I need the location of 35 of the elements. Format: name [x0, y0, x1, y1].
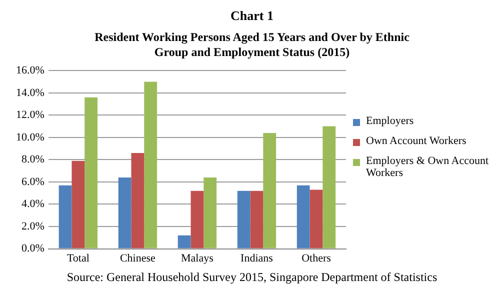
bar: [296, 185, 310, 248]
y-tick-label: 12.0%: [16, 109, 44, 122]
bar: [310, 190, 323, 248]
chart-subtitle: Resident Working Persons Aged 15 Years and Over by Ethnic Group and Employment Status (2015): [94, 30, 410, 60]
bar: [178, 235, 191, 248]
bar: [190, 190, 204, 248]
legend-label: Employers: [366, 115, 414, 127]
bar: [131, 153, 144, 248]
y-tick-label: 14.0%: [16, 86, 44, 99]
bar: [263, 132, 276, 248]
y-tick-label: 2.0%: [21, 220, 44, 232]
bar: [144, 82, 158, 248]
bar: [72, 160, 85, 248]
x-tick-label: Indians: [240, 252, 273, 264]
y-tick-label: 16.0%: [16, 64, 44, 76]
x-tick-label: Total: [66, 252, 90, 264]
y-tick-label: 6.0%: [21, 176, 44, 188]
bar: [322, 126, 336, 248]
y-tick-label: 8.0%: [21, 154, 44, 166]
x-tick-label: Malays: [181, 252, 214, 264]
y-tick-label: 4.0%: [21, 198, 44, 210]
legend-label: Own Account Workers: [366, 135, 466, 147]
bar: [204, 178, 217, 248]
bar: [250, 190, 264, 248]
source-note: Source: General Household Survey 2015, Singapore Department of Statistics: [66, 270, 438, 285]
bar: [84, 97, 98, 248]
bar: [237, 190, 250, 248]
x-tick-label: Others: [302, 252, 331, 264]
legend-label: Employers & Own Account Workers: [366, 155, 490, 179]
bar: [118, 178, 132, 248]
x-tick-label: Chinese: [120, 252, 156, 264]
y-tick-label: 0.0%: [21, 242, 44, 255]
y-tick-label: 10.0%: [16, 131, 44, 144]
bar: [58, 185, 72, 248]
chart-title: Chart 1: [230, 8, 274, 24]
